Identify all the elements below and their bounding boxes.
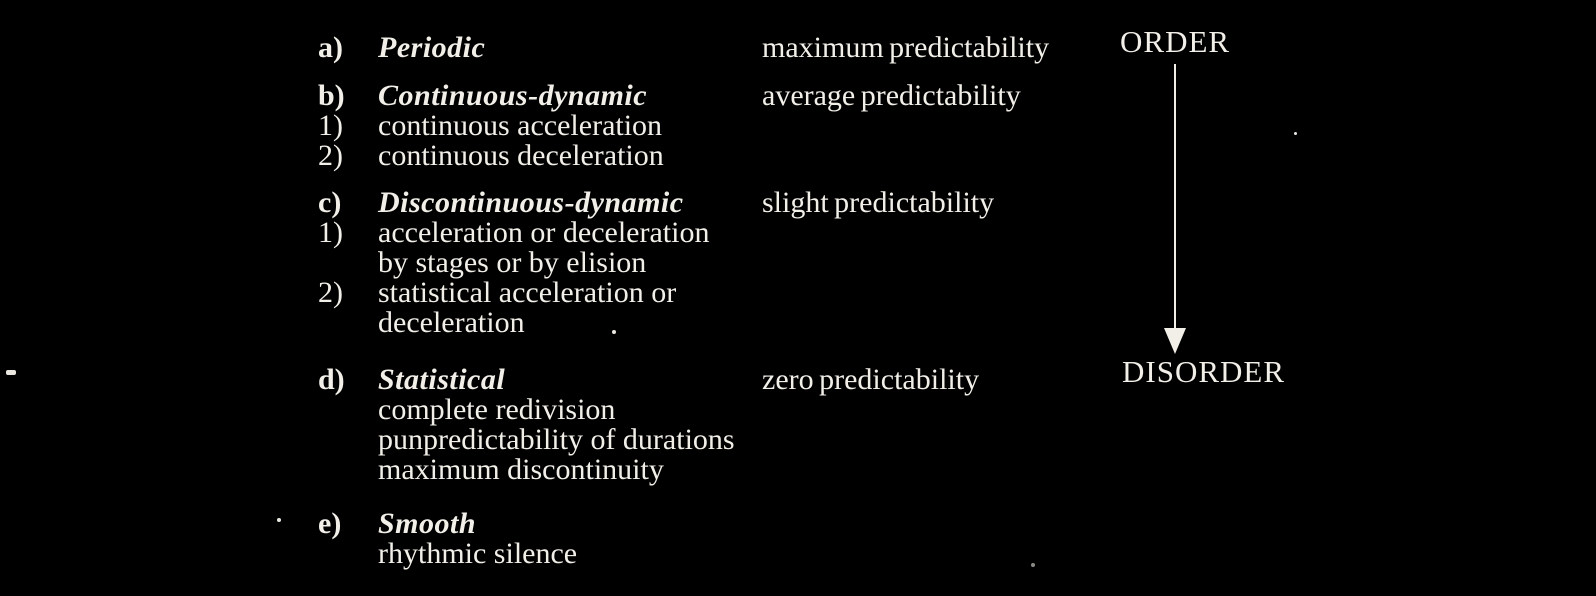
category-name: Smooth bbox=[378, 507, 477, 540]
scan-speck bbox=[612, 330, 616, 334]
group-heading-row: b) Continuous-dynamic bbox=[318, 81, 788, 111]
category-list: a) Periodic b) Continuous-dynamic 1) con… bbox=[318, 33, 788, 569]
group-heading-row: e) Smooth bbox=[318, 509, 788, 539]
sub-item-number bbox=[318, 308, 378, 338]
group-label: c) bbox=[318, 186, 342, 219]
group-periodic: a) Periodic bbox=[318, 33, 788, 63]
sub-item-number bbox=[318, 395, 378, 425]
group-label: e) bbox=[318, 507, 342, 540]
group-heading-row: d) Statistical bbox=[318, 365, 788, 395]
group-smooth: e) Smooth rhythmic silence bbox=[318, 509, 788, 569]
order-label: ORDER bbox=[1120, 24, 1231, 59]
group-continuous-dynamic: b) Continuous-dynamic 1) continuous acce… bbox=[318, 81, 788, 171]
scan-speck bbox=[1294, 132, 1297, 135]
scan-speck bbox=[277, 518, 281, 522]
down-arrow-icon bbox=[1174, 64, 1176, 330]
sub-item-text: continuous deceleration bbox=[378, 139, 664, 172]
sub-item: rhythmic silence bbox=[318, 539, 788, 569]
disorder-label: DISORDER bbox=[1122, 354, 1286, 389]
category-name: Periodic bbox=[378, 31, 486, 64]
sub-item-text: continuous acceleration bbox=[378, 109, 663, 142]
category-name: Discontinuous-dynamic bbox=[378, 186, 684, 219]
sub-item: complete redivision bbox=[318, 395, 788, 425]
sub-item-number bbox=[318, 425, 378, 455]
sub-item-text: complete redivision bbox=[378, 393, 616, 426]
category-name: Continuous-dynamic bbox=[378, 79, 648, 112]
sub-item: 1) continuous acceleration bbox=[318, 111, 788, 141]
sub-item-text: maximum discontinuity bbox=[378, 453, 664, 486]
sub-item: 2) continuous deceleration bbox=[318, 141, 788, 171]
sub-item-continuation: deceleration bbox=[318, 308, 788, 338]
sub-item-number: 1) bbox=[318, 216, 343, 249]
sub-item: punpredictability of durations bbox=[318, 425, 788, 455]
predictability-continuous-dynamic: average predictability bbox=[762, 79, 1021, 112]
sub-item-text: rhythmic silence bbox=[378, 537, 578, 570]
group-heading-row: c) Discontinuous-dynamic bbox=[318, 188, 788, 218]
category-name: Statistical bbox=[378, 363, 506, 396]
sub-item-continuation: by stages or by elision bbox=[318, 248, 788, 278]
scan-speck bbox=[1031, 563, 1035, 567]
group-label: b) bbox=[318, 79, 345, 112]
sub-item: 2) statistical acceleration or bbox=[318, 278, 788, 308]
group-statistical: d) Statistical complete redivision punpr… bbox=[318, 365, 788, 485]
group-label: d) bbox=[318, 363, 345, 396]
predictability-statistical: zero predictability bbox=[762, 363, 980, 396]
sub-item-text: acceleration or deceleration bbox=[378, 216, 710, 249]
group-discontinuous-dynamic: c) Discontinuous-dynamic 1) acceleration… bbox=[318, 188, 788, 338]
sub-item-text: statistical acceleration or bbox=[378, 276, 677, 309]
predictability-discontinuous-dynamic: slight predictability bbox=[762, 186, 995, 219]
down-arrow-head-icon bbox=[1164, 328, 1186, 354]
scan-speck bbox=[6, 370, 16, 375]
sub-item-number bbox=[318, 539, 378, 569]
sub-item-text: punpredictability of durations bbox=[378, 423, 735, 456]
sub-item-number: 2) bbox=[318, 139, 343, 172]
sub-item-number: 1) bbox=[318, 109, 343, 142]
predictability-periodic: maximum predictability bbox=[762, 31, 1050, 64]
sub-item: maximum discontinuity bbox=[318, 455, 788, 485]
sub-item-text: by stages or by elision bbox=[378, 246, 647, 279]
sub-item-number bbox=[318, 248, 378, 278]
group-label: a) bbox=[318, 31, 343, 64]
sub-item-text: deceleration bbox=[378, 306, 525, 339]
group-heading-row: a) Periodic bbox=[318, 33, 788, 63]
sub-item: 1) acceleration or deceleration bbox=[318, 218, 788, 248]
sub-item-number bbox=[318, 455, 378, 485]
sub-item-number: 2) bbox=[318, 276, 343, 309]
